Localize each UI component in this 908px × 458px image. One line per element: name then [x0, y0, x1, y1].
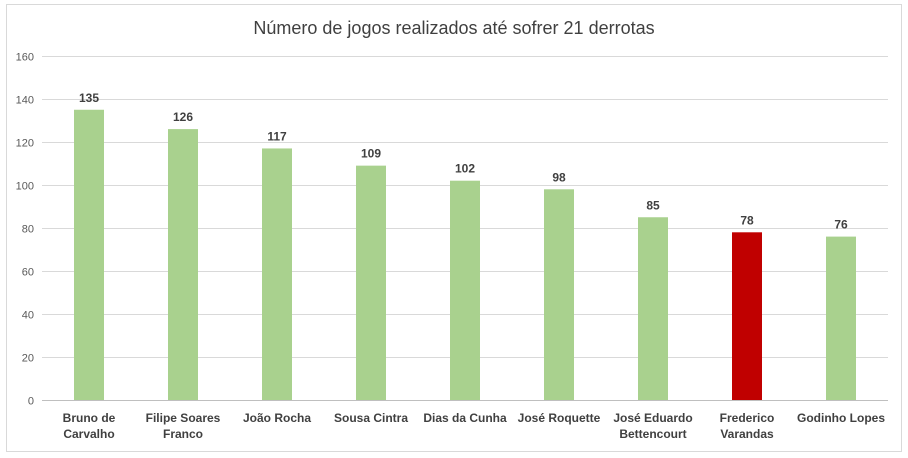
- category-label: Carvalho: [63, 427, 114, 441]
- category-label: José Roquette: [518, 411, 601, 425]
- y-tick-label: 140: [16, 95, 34, 107]
- y-tick-label: 40: [22, 310, 34, 322]
- y-tick-label: 80: [22, 224, 34, 236]
- category-label: Dias da Cunha: [423, 411, 507, 425]
- category-label: Bruno de: [63, 411, 116, 425]
- bar: [638, 217, 668, 400]
- data-label: 135: [79, 91, 99, 105]
- bar: [74, 109, 104, 400]
- bar: [544, 189, 574, 400]
- category-label: Frederico: [720, 411, 775, 425]
- y-tick-label: 120: [16, 138, 34, 150]
- y-tick-label: 100: [16, 181, 34, 193]
- data-label: 126: [173, 110, 193, 124]
- category-label: Filipe Soares: [146, 411, 221, 425]
- y-tick-label: 160: [16, 52, 34, 64]
- bar: [732, 232, 762, 400]
- data-label: 109: [361, 147, 381, 161]
- category-label: Franco: [163, 427, 203, 441]
- data-label: 98: [552, 170, 566, 184]
- bar: [450, 180, 480, 400]
- chart-title: Número de jogos realizados até sofrer 21…: [253, 18, 655, 38]
- category-label: José Eduardo: [613, 411, 692, 425]
- category-label: João Rocha: [243, 411, 311, 425]
- data-label: 117: [267, 129, 287, 143]
- y-tick-label: 0: [28, 396, 34, 408]
- data-label: 76: [834, 218, 848, 232]
- bar: [168, 129, 198, 400]
- bar: [356, 165, 386, 400]
- category-label: Sousa Cintra: [334, 411, 408, 425]
- data-label: 102: [455, 162, 475, 176]
- bar: [826, 236, 856, 400]
- y-tick-label: 60: [22, 267, 34, 279]
- y-tick-label: 20: [22, 353, 34, 365]
- data-label: 85: [646, 198, 660, 212]
- category-label: Bettencourt: [619, 427, 686, 441]
- data-label: 78: [740, 213, 754, 227]
- category-label: Varandas: [720, 427, 774, 441]
- bar: [262, 148, 292, 400]
- category-label: Godinho Lopes: [797, 411, 885, 425]
